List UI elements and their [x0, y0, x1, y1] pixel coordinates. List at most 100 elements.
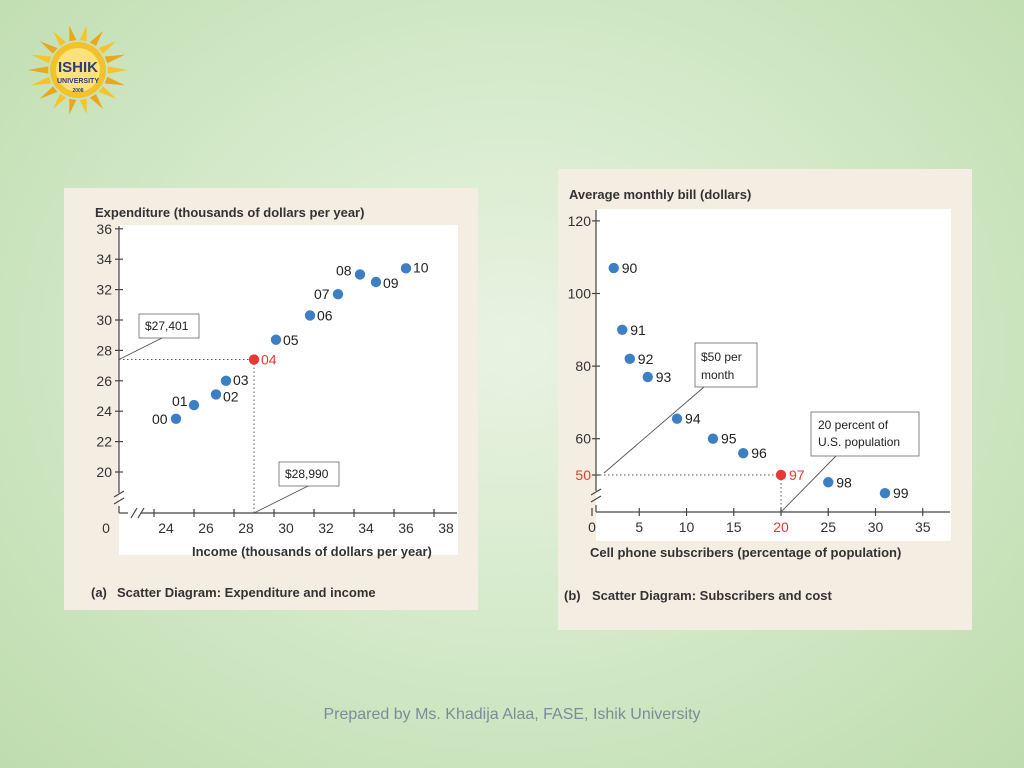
scatter-point [304, 310, 316, 321]
scatter-point [624, 353, 635, 365]
y-tick-label: 20 [96, 464, 112, 480]
x-tick-label: 25 [820, 519, 836, 535]
point-label: 09 [383, 275, 399, 291]
sun-rays-icon [28, 25, 128, 115]
callout-label-line2: U.S. population [818, 435, 900, 449]
point-label: 90 [622, 260, 638, 276]
scatter-panel-a: Expenditure (thousands of dollars per ye… [64, 188, 478, 610]
callout-label: $28,990 [285, 467, 329, 481]
y-tick-label: 30 [96, 312, 112, 328]
y-tick-label: 50 [575, 467, 591, 483]
point-label: 94 [685, 411, 701, 427]
caption-title: Scatter Diagram: Expenditure and income [117, 585, 376, 600]
footer-credit: Prepared by Ms. Khadija Alaa, FASE, Ishi… [323, 706, 701, 723]
x-axis-title: Cell phone subscribers (percentage of po… [590, 545, 901, 560]
scatter-point [170, 413, 182, 424]
y-axis-title: Average monthly bill (dollars) [569, 187, 751, 202]
point-label: 03 [233, 372, 249, 388]
y-tick-label: 28 [96, 342, 112, 358]
logo-year: 2008 [72, 88, 83, 94]
scatter-panel-b: Average monthly bill (dollars) Cell phon… [558, 169, 972, 630]
callout-leader [253, 485, 309, 514]
point-label: 04 [261, 352, 277, 368]
callout-label: $27,401 [145, 319, 189, 333]
scatter-point [188, 399, 200, 411]
scatter-point [220, 375, 232, 386]
scatter-point [332, 288, 344, 300]
scatter-point [642, 371, 653, 383]
x-tick-label: 0 [588, 519, 596, 535]
x-tick-label: 34 [358, 520, 374, 536]
callout-label-line2: month [701, 368, 734, 382]
point-label: 99 [893, 485, 909, 501]
point-label: 05 [283, 332, 299, 348]
scatter-point [370, 276, 382, 288]
point-label: 96 [751, 445, 767, 461]
scatter-point [879, 487, 891, 499]
scatter-point [400, 263, 412, 274]
y-tick-label: 32 [96, 282, 112, 298]
x-tick-label: 20 [773, 519, 789, 535]
y-tick-label: 22 [96, 434, 112, 450]
point-label: 00 [152, 411, 168, 427]
logo-name: ISHIK [58, 59, 98, 76]
x-axis-title: Income (thousands of dollars per year) [192, 544, 432, 559]
scatter-point [617, 324, 628, 335]
logo-subtitle: UNIVERSITY [57, 78, 99, 85]
scatter-point [608, 262, 619, 274]
x-tick-label: 38 [438, 520, 454, 536]
y-tick-label: 80 [575, 358, 591, 374]
y-tick-label: 100 [568, 286, 592, 302]
x-tick-label: 5 [635, 519, 643, 535]
y-tick-label: 60 [575, 431, 591, 447]
x-tick-label: 15 [726, 519, 742, 535]
x-tick-label: 28 [238, 520, 254, 536]
scatter-point [248, 354, 260, 365]
scatter-point [738, 448, 749, 459]
x-tick-label: 35 [915, 519, 931, 535]
y-tick-label: 36 [96, 221, 112, 237]
callout-leader [780, 455, 837, 513]
y-tick-label: 34 [96, 251, 112, 267]
point-label: 08 [336, 262, 352, 278]
scatter-point [270, 334, 282, 345]
point-label: 10 [413, 259, 429, 275]
scatter-chart-b: Average monthly bill (dollars) Cell phon… [564, 187, 951, 603]
y-axis-break [113, 490, 125, 505]
point-label: 91 [630, 322, 646, 338]
y-tick-label: 24 [96, 403, 112, 419]
y-tick-label: 120 [568, 213, 592, 229]
callout-box [138, 313, 200, 339]
scatter-point [210, 389, 222, 400]
caption-letter: (b) [564, 588, 581, 603]
point-label: 98 [836, 474, 852, 490]
callout-leader [118, 337, 163, 360]
y-tick-label: 26 [96, 373, 112, 389]
callout-leader [603, 386, 705, 474]
scatter-point [354, 269, 366, 280]
x-tick-label: 30 [278, 520, 294, 536]
callout-label-line1: 20 percent of [818, 418, 889, 432]
point-label: 02 [223, 388, 239, 404]
x-tick-label: 36 [398, 520, 414, 536]
point-label: 01 [172, 393, 188, 409]
point-label: 93 [656, 369, 672, 385]
scatter-point [823, 477, 834, 488]
ishik-university-logo: ISHIK UNIVERSITY 2008 [28, 25, 128, 115]
y-axis-break [590, 488, 602, 503]
y-axis-title: Expenditure (thousands of dollars per ye… [95, 205, 364, 220]
scatter-point [671, 413, 683, 424]
point-label: 95 [721, 431, 737, 447]
caption-letter: (a) [91, 585, 107, 600]
caption-title: Scatter Diagram: Subscribers and cost [592, 588, 833, 603]
callout-label-line1: $50 per [701, 350, 742, 364]
scatter-point [775, 469, 787, 481]
scatter-chart-a: Expenditure (thousands of dollars per ye… [91, 205, 458, 600]
scatter-point [707, 433, 719, 444]
x-tick-label: 26 [198, 520, 214, 536]
point-label: 07 [314, 286, 330, 302]
point-label: 97 [789, 467, 805, 483]
callout-box [278, 461, 340, 487]
x-tick-label: 32 [318, 520, 334, 536]
callout-box [810, 411, 920, 457]
